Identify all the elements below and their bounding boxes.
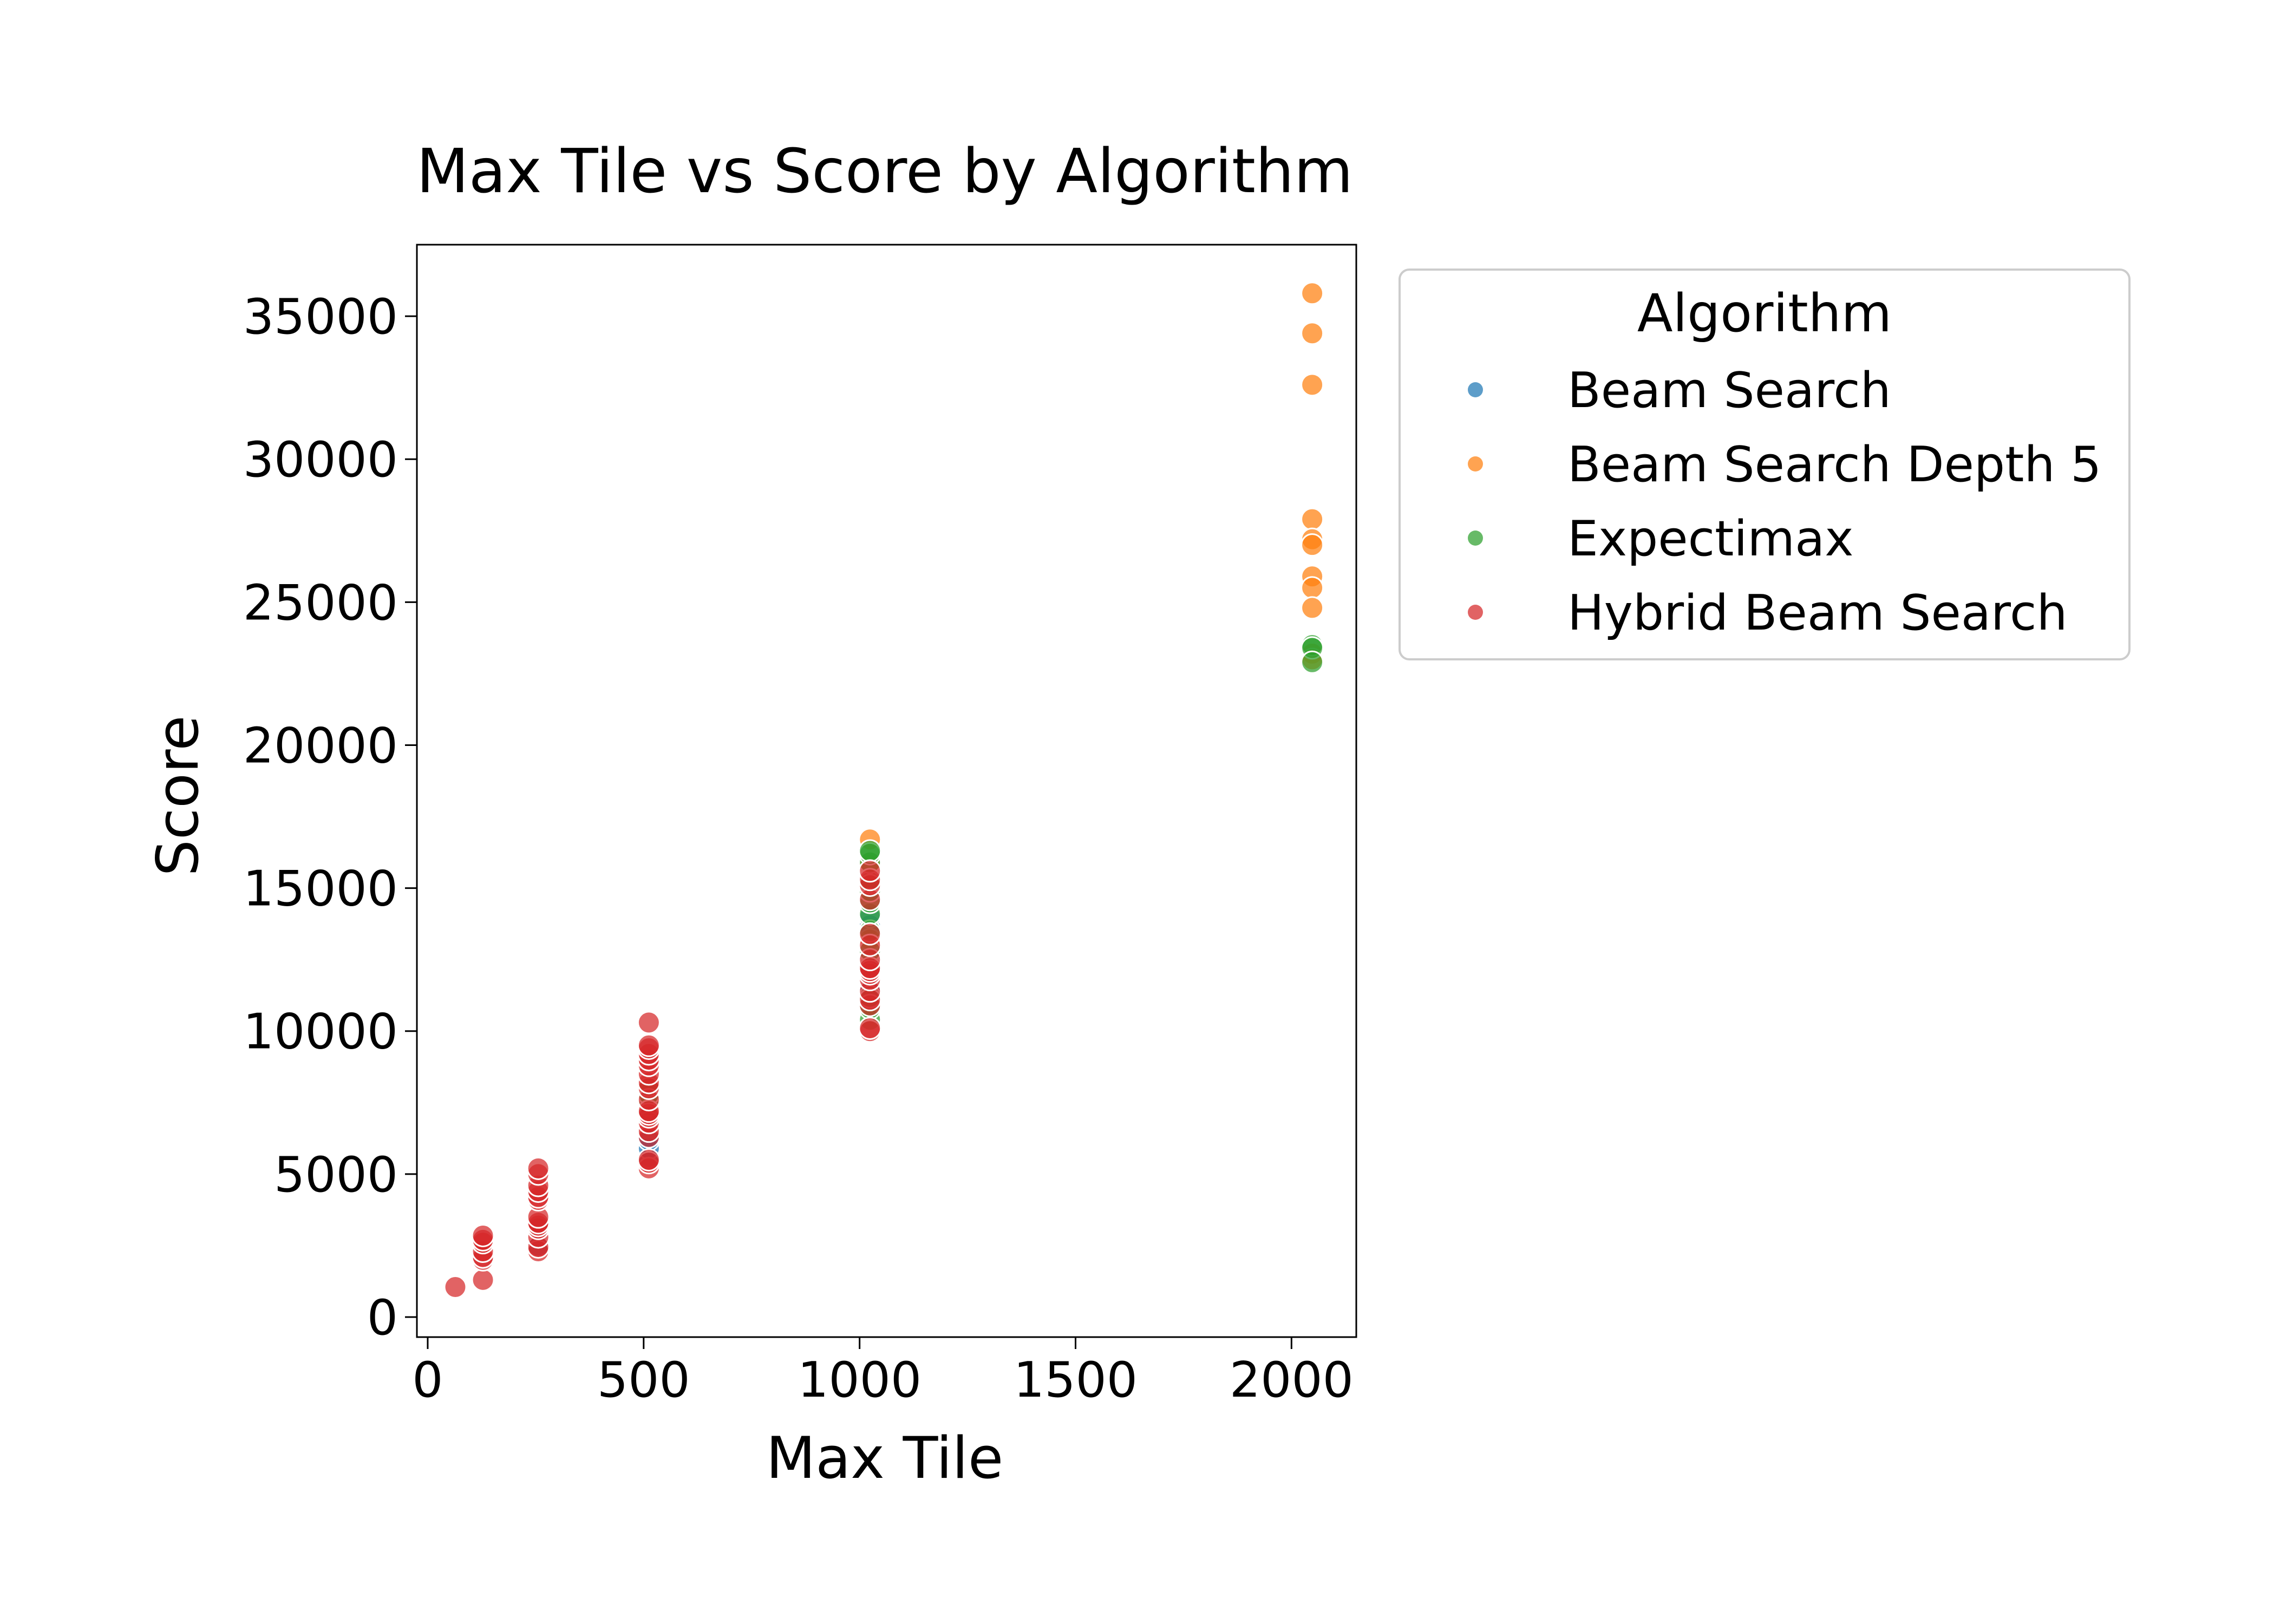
y-tick-label: 10000 [243, 1004, 398, 1060]
legend-label: Expectimax [1567, 510, 1854, 567]
chart-title: Max Tile vs Score by Algorithm [416, 136, 1353, 207]
legend-title: Algorithm [1637, 283, 1892, 344]
series-expectimax [637, 633, 1324, 1117]
legend-label: Beam Search Depth 5 [1567, 436, 2101, 493]
data-point [1301, 576, 1324, 600]
data-point [1301, 596, 1324, 620]
data-point [858, 859, 882, 883]
data-point [637, 1033, 661, 1057]
x-tick-label: 0 [412, 1352, 443, 1409]
legend-marker [1468, 605, 1483, 620]
legend: Algorithm Beam Search Beam Search Depth 5… [1399, 269, 2131, 660]
data-point [1301, 322, 1324, 345]
data-point [1301, 650, 1324, 674]
plot-area-frame [416, 244, 1357, 1338]
data-point [471, 1223, 495, 1247]
data-point [1301, 281, 1324, 305]
y-tick-label: 25000 [243, 574, 398, 631]
y-tick-label: 20000 [243, 717, 398, 774]
data-point [1301, 533, 1324, 557]
y-axis-label: Score [145, 716, 211, 876]
y-tick-label: 15000 [243, 861, 398, 918]
series-beam-search-depth-5 [858, 281, 1324, 952]
series-hybrid-beam-search [443, 859, 882, 1299]
data-point [1301, 373, 1324, 397]
data-point [637, 1011, 661, 1034]
y-tick-label: 30000 [243, 431, 398, 488]
y-axis: 0 5000 10000 15000 20000 25000 30000 35000 [243, 289, 417, 1346]
data-point [858, 839, 882, 863]
data-point [443, 1275, 467, 1299]
legend-marker [1468, 382, 1483, 397]
x-tick-label: 1000 [798, 1352, 922, 1409]
x-tick-label: 2000 [1230, 1352, 1354, 1409]
y-tick-label: 5000 [274, 1147, 398, 1203]
data-point [858, 922, 882, 946]
y-tick-label: 0 [367, 1289, 398, 1346]
data-point [637, 1148, 661, 1171]
x-axis: 0 500 1000 1500 2000 [412, 1337, 1354, 1409]
x-axis-label: Max Tile [766, 1425, 1003, 1491]
data-point [1301, 507, 1324, 531]
legend-marker [1468, 456, 1483, 472]
series-beam-search [526, 905, 882, 1258]
legend-label: Beam Search [1567, 362, 1891, 419]
legend-items: Beam Search Beam Search Depth 5 Expectimax… [1468, 362, 2101, 641]
x-tick-label: 1500 [1014, 1352, 1138, 1409]
points-layer [443, 281, 1324, 1299]
data-point [471, 1268, 495, 1292]
x-tick-label: 500 [597, 1352, 690, 1409]
legend-marker [1468, 531, 1483, 546]
legend-box [1399, 269, 2131, 660]
data-point [526, 1156, 550, 1180]
data-point [858, 1016, 882, 1040]
legend-label: Hybrid Beam Search [1567, 585, 2068, 641]
y-tick-label: 35000 [243, 289, 398, 345]
